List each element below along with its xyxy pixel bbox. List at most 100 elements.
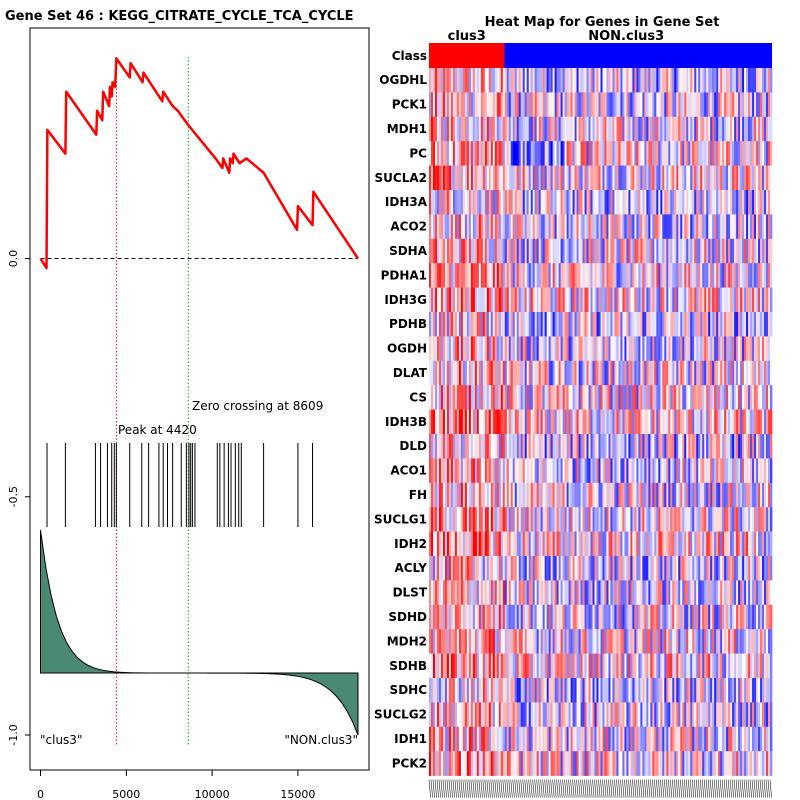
y-tick-label: -1.0 bbox=[7, 724, 20, 745]
heatmap-cell bbox=[666, 653, 669, 679]
heatmap-cell bbox=[726, 678, 729, 703]
heatmap-cell bbox=[718, 678, 721, 703]
heatmap-cell bbox=[534, 751, 538, 776]
heatmap-cell bbox=[748, 312, 751, 337]
heatmap-cell bbox=[452, 287, 456, 313]
heatmap-cell bbox=[556, 653, 559, 679]
heatmap-cell bbox=[472, 68, 476, 93]
heatmap-cell bbox=[648, 482, 651, 508]
heatmap-cell bbox=[700, 263, 703, 288]
heatmap-cell bbox=[522, 312, 526, 337]
heatmap-cell bbox=[698, 458, 701, 484]
heatmap-cell bbox=[680, 190, 683, 215]
heatmap-cell bbox=[620, 458, 623, 484]
heatmap-cell bbox=[706, 458, 709, 484]
heatmap-cell bbox=[429, 214, 432, 240]
heatmap-cell bbox=[496, 165, 500, 191]
heatmap-cell bbox=[508, 678, 512, 703]
heatmap-cell bbox=[744, 68, 747, 93]
heatmap-cell bbox=[564, 165, 567, 191]
heatmap-cell bbox=[548, 531, 551, 557]
heatmap-cell bbox=[492, 629, 496, 654]
heatmap-cell bbox=[580, 629, 583, 654]
heatmap-cell bbox=[444, 531, 448, 557]
heatmap-cell bbox=[554, 507, 557, 532]
heatmap-cell bbox=[568, 312, 571, 337]
heatmap-cell bbox=[514, 238, 518, 264]
heatmap-cell bbox=[532, 726, 536, 752]
heatmap-cell bbox=[588, 702, 591, 728]
heatmap-cell bbox=[528, 141, 532, 166]
heatmap-cell bbox=[640, 287, 643, 313]
heatmap-cell bbox=[628, 409, 631, 435]
heatmap-cell bbox=[662, 312, 665, 337]
heatmap-cell bbox=[764, 238, 767, 264]
heatmap-cell bbox=[486, 434, 490, 459]
heatmap-cell bbox=[650, 434, 653, 459]
y-tick-label: 0.0 bbox=[7, 250, 20, 268]
heatmap-cell bbox=[572, 214, 575, 240]
heatmap-cell bbox=[658, 238, 661, 264]
heatmap-cell bbox=[756, 116, 759, 142]
heatmap-cell bbox=[728, 336, 731, 362]
heatmap-cell bbox=[464, 482, 468, 508]
heatmap-cell bbox=[764, 68, 767, 93]
heatmap-cell bbox=[674, 434, 677, 459]
heatmap-cell bbox=[770, 214, 773, 240]
heatmap-cell bbox=[464, 238, 468, 264]
heatmap-cell bbox=[620, 190, 623, 215]
heatmap-cell bbox=[756, 360, 759, 386]
heatmap-cell bbox=[550, 336, 553, 362]
heatmap-cell bbox=[712, 629, 715, 654]
heatmap-cell bbox=[566, 434, 569, 459]
heatmap-cell bbox=[770, 336, 773, 362]
heatmap-cell bbox=[586, 434, 589, 459]
heatmap-cell bbox=[534, 653, 538, 679]
heatmap-cell bbox=[752, 482, 755, 508]
heatmap-cell bbox=[704, 507, 707, 532]
heatmap-cell bbox=[544, 238, 547, 264]
heatmap-cell bbox=[662, 482, 665, 508]
heatmap-cell bbox=[498, 116, 502, 142]
heatmap-cell bbox=[630, 726, 633, 752]
heatmap-cell bbox=[610, 604, 613, 630]
heatmap-cell bbox=[682, 165, 685, 191]
heatmap-cell bbox=[644, 531, 647, 557]
heatmap-cell bbox=[456, 92, 460, 118]
heatmap-cell bbox=[684, 482, 687, 508]
heatmap-cell bbox=[504, 214, 508, 240]
heatmap-cell bbox=[512, 726, 516, 752]
heatmap-cell bbox=[454, 604, 458, 630]
heatmap-cell bbox=[664, 604, 667, 630]
heatmap-cell bbox=[598, 434, 601, 459]
heatmap-cell bbox=[586, 312, 589, 337]
heatmap-cell bbox=[734, 385, 737, 410]
heatmap-cell bbox=[630, 312, 633, 337]
heatmap-cell bbox=[574, 482, 577, 508]
heatmap-cell bbox=[510, 214, 514, 240]
heatmap-cell bbox=[720, 190, 723, 215]
heatmap-cell bbox=[670, 629, 673, 654]
heatmap-cell bbox=[620, 507, 623, 532]
heatmap-cell bbox=[744, 92, 747, 118]
heatmap-cell bbox=[578, 385, 581, 410]
heatmap-cell bbox=[628, 263, 631, 288]
heatmap-cell bbox=[452, 312, 456, 337]
heatmap-cell bbox=[520, 336, 524, 362]
heatmap-cell bbox=[498, 165, 502, 191]
gene-label: ACLY bbox=[394, 561, 427, 575]
heatmap-cell bbox=[446, 629, 450, 654]
heatmap-cell bbox=[676, 312, 679, 337]
heatmap-cell bbox=[518, 629, 522, 654]
heatmap-cell bbox=[588, 556, 591, 581]
heatmap-cell bbox=[634, 92, 637, 118]
heatmap-cell bbox=[636, 580, 639, 606]
heatmap-cell bbox=[628, 214, 631, 240]
gene-label: SUCLG2 bbox=[374, 708, 427, 722]
heatmap-cell bbox=[656, 141, 659, 166]
heatmap-cell bbox=[454, 336, 458, 362]
heatmap-cell bbox=[716, 336, 719, 362]
heatmap-cell bbox=[560, 68, 563, 93]
heatmap-cell bbox=[608, 214, 611, 240]
heatmap-cell bbox=[596, 653, 599, 679]
